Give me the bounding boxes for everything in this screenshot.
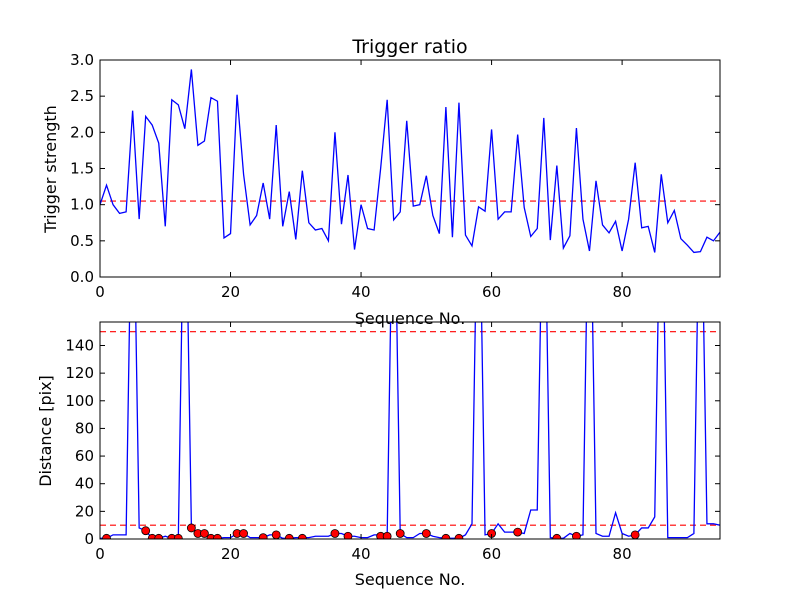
top-chart-trigger-ratio: Trigger ratio Sequence No. Trigger stren… [41,36,721,328]
bottom-data-point [271,530,281,539]
bottom-y-tick-label: 120 [65,364,94,382]
top-y-tick-label: 0.0 [70,268,94,286]
bottom-x-axis-label: Sequence No. [355,570,466,589]
top-y-tick-label: 2.5 [70,87,94,105]
bottom-data-point [513,527,523,537]
bottom-x-tick-label: 40 [352,545,371,563]
bottom-data-point [297,533,307,539]
bottom-data-point [102,533,111,539]
bottom-data-point [141,526,151,536]
bottom-chart-distance: Sequence No. Distance [pix] 0 20 40 60 80 0 20… [36,321,721,589]
bottom-y-axis-label: Distance [pix] [36,375,55,487]
top-x-tick-label: 20 [221,283,240,301]
top-x-tick-label: 40 [352,283,371,301]
top-y-tick-label: 2.0 [70,123,94,141]
top-y-tick-label: 1.5 [70,160,94,178]
bottom-data-point [421,529,431,538]
bottom-data-point [441,533,451,539]
bottom-data-point [572,531,581,539]
top-y-tick-label: 1.0 [70,196,94,214]
bottom-data-point [173,533,183,539]
bottom-x-tick-label: 80 [613,545,632,563]
bottom-data-point [630,530,640,539]
bottom-y-tick-label: 80 [75,419,94,437]
bottom-y-tick-label: 100 [65,392,94,410]
bottom-data-point [330,529,340,538]
bottom-data-point [154,533,164,539]
bottom-y-tick-label: 140 [65,336,94,354]
top-x-axis-label: Sequence No. [355,309,466,328]
chart-title: Trigger ratio [351,36,467,58]
top-x-tick-label: 60 [482,283,501,301]
bottom-data-point [552,533,562,539]
bottom-x-tick-label: 60 [482,545,501,563]
bottom-axes-frame [99,321,721,540]
bottom-y-tick-label: 60 [75,447,94,465]
bottom-data-point [382,531,392,539]
bottom-plot-area [100,322,720,539]
bottom-data-point [284,533,294,539]
bottom-data-point [258,533,268,539]
bottom-y-tick-label: 20 [75,502,94,520]
bottom-data-point [395,529,405,538]
top-y-axis-label: Trigger strength [41,105,60,234]
bottom-data-point [200,529,209,538]
top-y-tick-label: 3.0 [70,51,94,69]
bottom-data-point [213,533,222,539]
bottom-x-tick-label: 20 [221,545,240,563]
top-x-tick-label: 80 [613,283,632,301]
top-plot-area [100,69,720,254]
bottom-data-point [343,531,353,539]
top-y-tick-label: 0.5 [70,232,94,250]
bottom-x-tick-label: 0 [95,545,105,563]
top-series-line [100,69,720,254]
bottom-data-point [454,533,464,539]
bottom-y-tick-label: 40 [75,475,94,493]
bottom-y-tick-label: 0 [84,530,94,548]
bottom-data-point [186,523,196,533]
top-x-tick-label: 0 [95,283,105,301]
bottom-data-point [239,529,248,538]
